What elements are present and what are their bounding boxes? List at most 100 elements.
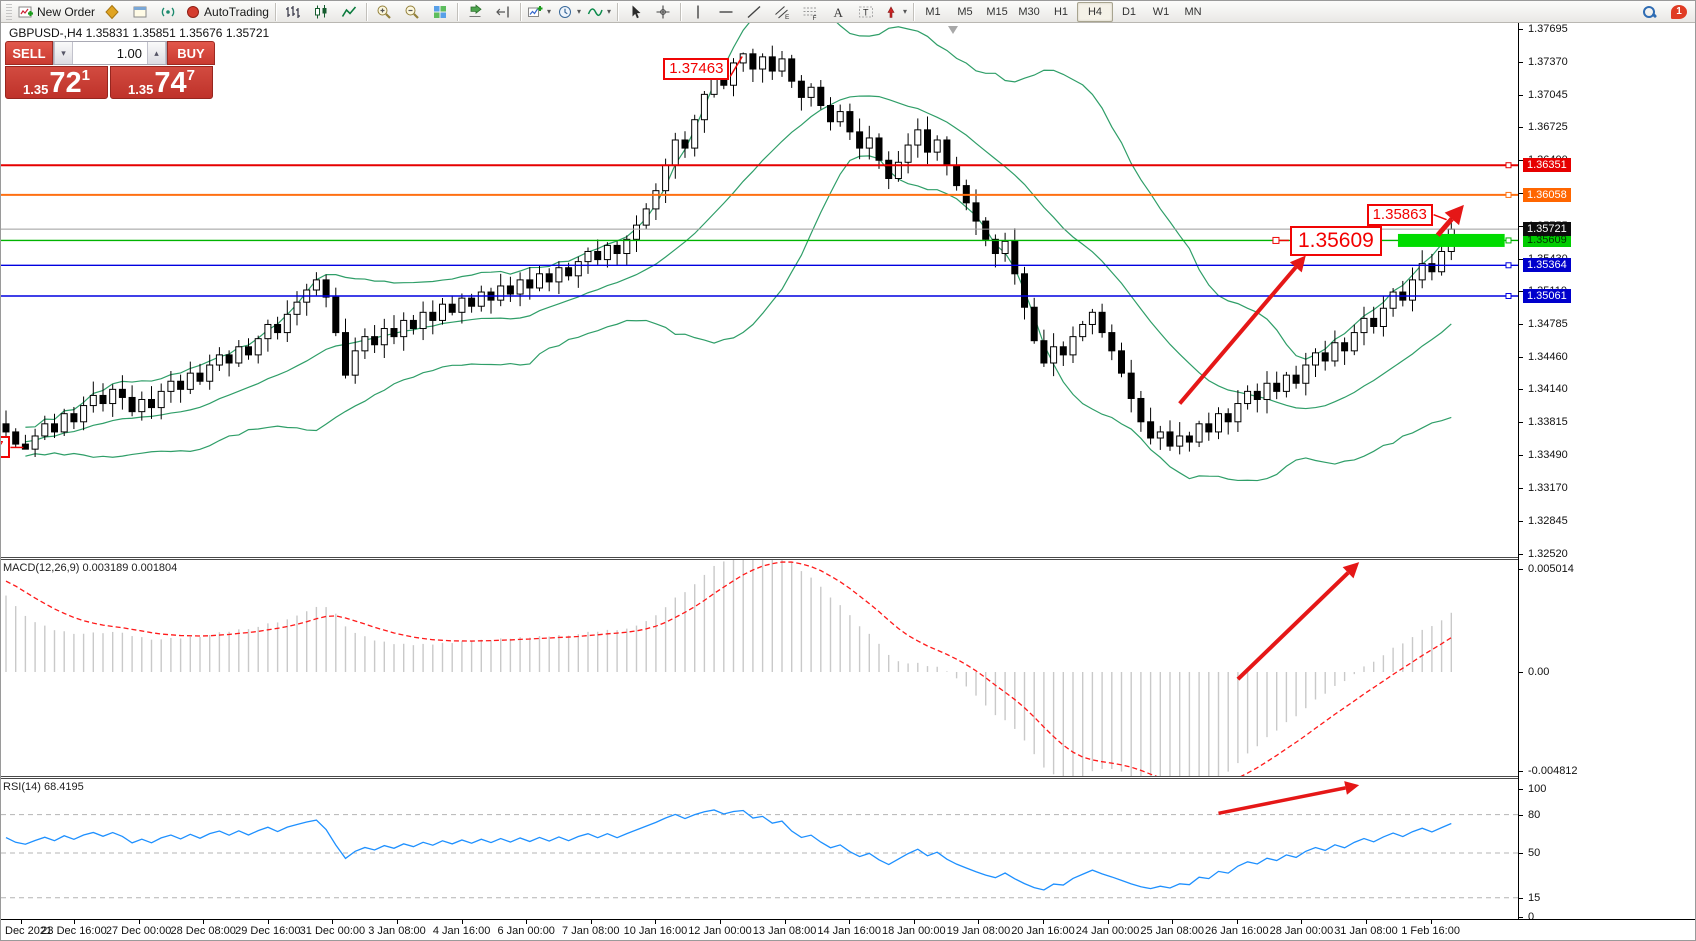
candle-body bbox=[1282, 374, 1290, 392]
volume-decrease-button[interactable]: ▾ bbox=[54, 42, 73, 64]
time-axis-tick bbox=[526, 920, 528, 924]
metaeditor-button[interactable] bbox=[126, 1, 154, 23]
vertical-line-icon bbox=[697, 5, 699, 18]
price-tick-label: 1.33815 bbox=[1528, 416, 1568, 429]
equidistant-channel-button[interactable]: E bbox=[768, 1, 796, 23]
toolbar-grip[interactable] bbox=[6, 3, 12, 20]
line-anchor-handle[interactable] bbox=[1505, 262, 1512, 269]
chart-window[interactable]: 1.376951.373701.370451.367251.364001.360… bbox=[1, 23, 1695, 940]
candle-body bbox=[1215, 413, 1222, 433]
horizontal-level-lines[interactable] bbox=[1, 162, 1518, 299]
chart-shift-marker[interactable] bbox=[948, 26, 958, 34]
candle-body bbox=[817, 86, 825, 107]
price-tick-label: 1.37370 bbox=[1528, 55, 1568, 68]
search-button[interactable] bbox=[1635, 1, 1663, 23]
chevron-down-icon[interactable]: ▾ bbox=[546, 7, 551, 16]
line-anchor-handle[interactable] bbox=[1505, 162, 1512, 169]
periods-button[interactable]: ▾ bbox=[554, 1, 584, 23]
crosshair-button[interactable] bbox=[649, 1, 677, 23]
time-axis-label: 31 Jan 08:00 bbox=[1334, 925, 1398, 937]
chart-shift-button[interactable] bbox=[489, 1, 517, 23]
macd-label: MACD(12,26,9) 0.003189 0.001804 bbox=[3, 562, 178, 574]
chart-line-button[interactable] bbox=[335, 1, 363, 23]
auto-scroll-button[interactable] bbox=[461, 1, 489, 23]
price-annotation-swing-low[interactable]: 1.33567 bbox=[1, 436, 10, 459]
trend-arrow[interactable] bbox=[1435, 204, 1464, 237]
timeframe-mn-button[interactable]: MN bbox=[1184, 5, 1202, 18]
cursor-button[interactable] bbox=[621, 1, 649, 23]
candle-body bbox=[623, 238, 631, 255]
arrows-button[interactable]: ▾ bbox=[880, 1, 910, 23]
new-chart-button[interactable]: ▾ bbox=[524, 1, 554, 23]
line-anchor-handle[interactable] bbox=[1505, 292, 1512, 299]
autotrading-button[interactable]: AutoTrading bbox=[182, 1, 272, 23]
price-tick bbox=[1519, 487, 1523, 489]
line-anchor-handle[interactable] bbox=[1505, 191, 1512, 198]
sell-button[interactable]: SELL bbox=[5, 41, 53, 65]
fibonacci-button[interactable]: F bbox=[796, 1, 824, 23]
candle-body bbox=[885, 159, 893, 180]
price-axis[interactable]: 1.376951.373701.370451.367251.364001.360… bbox=[1518, 23, 1695, 940]
highlight-band[interactable] bbox=[1397, 233, 1505, 247]
timeframe-w1-button[interactable]: W1 bbox=[1152, 5, 1170, 18]
candle-body bbox=[1001, 240, 1009, 255]
time-axis-tick bbox=[203, 920, 205, 924]
sell-price-prefix: 1.35 bbox=[23, 82, 49, 97]
notifications-badge[interactable]: 1 bbox=[1671, 4, 1687, 19]
chevron-down-icon[interactable]: ▾ bbox=[903, 7, 908, 16]
rsi-label: RSI(14) 68.4195 bbox=[3, 781, 84, 793]
buy-price-box[interactable]: 1.35 74 7 bbox=[110, 66, 213, 99]
horizontal-line-button[interactable] bbox=[712, 1, 740, 23]
timeframe-m15-button[interactable]: M15 bbox=[986, 5, 1008, 18]
timeframe-h1-button[interactable]: H1 bbox=[1053, 5, 1069, 18]
text-label-button[interactable]: T bbox=[852, 1, 880, 23]
trend-arrow[interactable] bbox=[1178, 255, 1306, 405]
price-annotation-swing-high[interactable]: 1.37463 bbox=[663, 58, 730, 81]
time-axis-tick bbox=[590, 920, 592, 924]
new-order-button[interactable]: New Order bbox=[15, 1, 98, 23]
text-button[interactable]: A bbox=[824, 1, 852, 23]
timeframe-d1-button[interactable]: D1 bbox=[1121, 5, 1137, 18]
chevron-down-icon[interactable]: ▾ bbox=[576, 7, 581, 16]
timeframe-m5-button[interactable]: M5 bbox=[957, 5, 973, 18]
price-tick bbox=[1519, 160, 1523, 162]
indicators-button[interactable]: ▾ bbox=[584, 1, 614, 23]
volume-input[interactable]: 1.00 bbox=[116, 45, 142, 61]
candle-body bbox=[1253, 390, 1261, 400]
price-annotation-resistance[interactable]: 1.35863 bbox=[1366, 203, 1433, 226]
main-price-chart[interactable] bbox=[1, 23, 1518, 557]
signals-button[interactable] bbox=[154, 1, 182, 23]
chart-candles-button[interactable] bbox=[307, 1, 335, 23]
zoom-out-button[interactable] bbox=[398, 1, 426, 23]
rsi-level-lines bbox=[1, 814, 1518, 899]
candle-body bbox=[642, 208, 650, 226]
sell-price-box[interactable]: 1.35 72 1 bbox=[5, 66, 108, 99]
timeframe-m1-button[interactable]: M1 bbox=[925, 5, 941, 18]
trendline-button[interactable] bbox=[740, 1, 768, 23]
price-annotation-level[interactable]: 1.35609 bbox=[1289, 226, 1382, 257]
price-tick bbox=[1519, 356, 1523, 358]
timeframe-m30-button[interactable]: M30 bbox=[1018, 5, 1040, 18]
chevron-down-icon[interactable]: ▾ bbox=[606, 7, 611, 16]
timeframe-h4-button[interactable]: H4 bbox=[1077, 1, 1114, 22]
chart-bars-button[interactable] bbox=[279, 1, 307, 23]
annotation-anchor[interactable] bbox=[1272, 236, 1280, 244]
zoom-out-icon bbox=[405, 5, 419, 19]
volume-increase-button[interactable]: ▴ bbox=[147, 42, 166, 64]
candle-body bbox=[497, 285, 505, 301]
panel-separator[interactable] bbox=[1, 557, 1695, 560]
panel-separator[interactable] bbox=[1, 776, 1695, 779]
candle-body bbox=[924, 129, 931, 153]
rsi-indicator-panel[interactable] bbox=[1, 779, 1518, 919]
line-anchor-handle[interactable] bbox=[1505, 237, 1512, 244]
trend-arrow[interactable] bbox=[1236, 562, 1360, 681]
macd-indicator-panel[interactable] bbox=[1, 560, 1518, 776]
macd-axis-tick bbox=[1519, 569, 1523, 570]
zoom-in-button[interactable] bbox=[370, 1, 398, 23]
tile-windows-button[interactable] bbox=[426, 1, 454, 23]
trend-arrow[interactable] bbox=[1218, 781, 1360, 816]
time-axis[interactable]: Dec 2021 23 Dec 16:00 27 Dec 00:00 28 Dec 0… bbox=[1, 919, 1695, 940]
vertical-line-button[interactable] bbox=[684, 1, 712, 23]
buy-button[interactable]: BUY bbox=[167, 41, 215, 65]
market-button[interactable] bbox=[98, 1, 126, 23]
